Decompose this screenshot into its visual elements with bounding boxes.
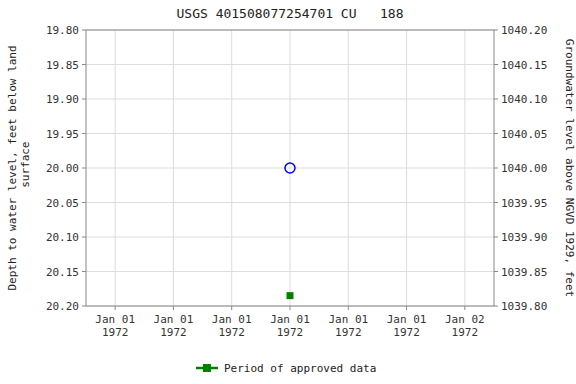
axes: 19.80 19.85 19.90 19.95 20.00 20.05 20.10 20.15… [46, 24, 547, 339]
tick [494, 168, 498, 169]
tick [115, 306, 116, 310]
tick-label: 20.05 [46, 197, 79, 210]
axis-label: Depth to water level, feet below land su… [6, 45, 32, 290]
tick-label: 19.80 [46, 24, 79, 37]
tick [82, 271, 86, 272]
tick-label: 1039.85 [501, 266, 547, 279]
tick-label: 20.20 [46, 300, 79, 313]
tick-label: 1040.15 [501, 59, 547, 72]
tick [494, 99, 498, 100]
tick [464, 306, 465, 310]
tick [494, 64, 498, 65]
chart: USGS 401508077254701 CU 18819.8019.8519.… [0, 0, 576, 384]
tick-label: 1039.90 [501, 231, 547, 244]
tick-label: 19.95 [46, 128, 79, 141]
tick-label: 1040.00 [501, 162, 547, 175]
grid-line [173, 30, 174, 306]
axis-label: Groundwater level above NGVD 1929, feet [563, 39, 576, 297]
grid-line [115, 30, 116, 306]
tick [494, 271, 498, 272]
tick [494, 202, 498, 203]
tick [82, 30, 86, 31]
tick [494, 306, 498, 307]
tick-label: Jan 021972 [445, 313, 485, 339]
tick-label: Jan 011972 [387, 313, 427, 339]
tick-label: 1039.80 [501, 300, 547, 313]
tick-label: 19.85 [46, 59, 79, 72]
grid-line [406, 30, 407, 306]
tick-label: 20.10 [46, 231, 79, 244]
tick-label: Jan 011972 [95, 313, 135, 339]
marks [285, 163, 295, 299]
tick [494, 30, 498, 31]
tick [173, 306, 174, 310]
legend: Period of approved data [196, 362, 376, 375]
tick [82, 202, 86, 203]
grid-line [231, 30, 232, 306]
tick-label: 1039.95 [501, 197, 547, 210]
tick [290, 306, 291, 310]
tick-label: Jan 011972 [212, 313, 252, 339]
grid-line [348, 30, 349, 306]
grid [86, 30, 494, 306]
legend-marker [203, 364, 211, 372]
tick [82, 237, 86, 238]
tick-label: Jan 011972 [328, 313, 368, 339]
tick [82, 168, 86, 169]
point [287, 292, 294, 299]
tick-label: 20.15 [46, 266, 79, 279]
tick-label: 1040.05 [501, 128, 547, 141]
tick-label: Jan 011972 [270, 313, 310, 339]
title: USGS 401508077254701 CU 188 [177, 6, 404, 21]
tick [82, 133, 86, 134]
tick [494, 133, 498, 134]
tick-label: 19.90 [46, 93, 79, 106]
tick [348, 306, 349, 310]
grid-line [290, 30, 291, 306]
tick [82, 306, 86, 307]
tick-label: 1040.20 [501, 24, 547, 37]
tick [406, 306, 407, 310]
tick-label: 20.00 [46, 162, 79, 175]
tick [82, 64, 86, 65]
grid-line [464, 30, 465, 306]
plot-frame [86, 30, 494, 306]
tick [82, 99, 86, 100]
tick-label: Jan 011972 [154, 313, 194, 339]
tick [494, 237, 498, 238]
tick-label: 1040.10 [501, 93, 547, 106]
point [285, 163, 295, 173]
legend-label: Period of approved data [224, 362, 376, 375]
tick [231, 306, 232, 310]
